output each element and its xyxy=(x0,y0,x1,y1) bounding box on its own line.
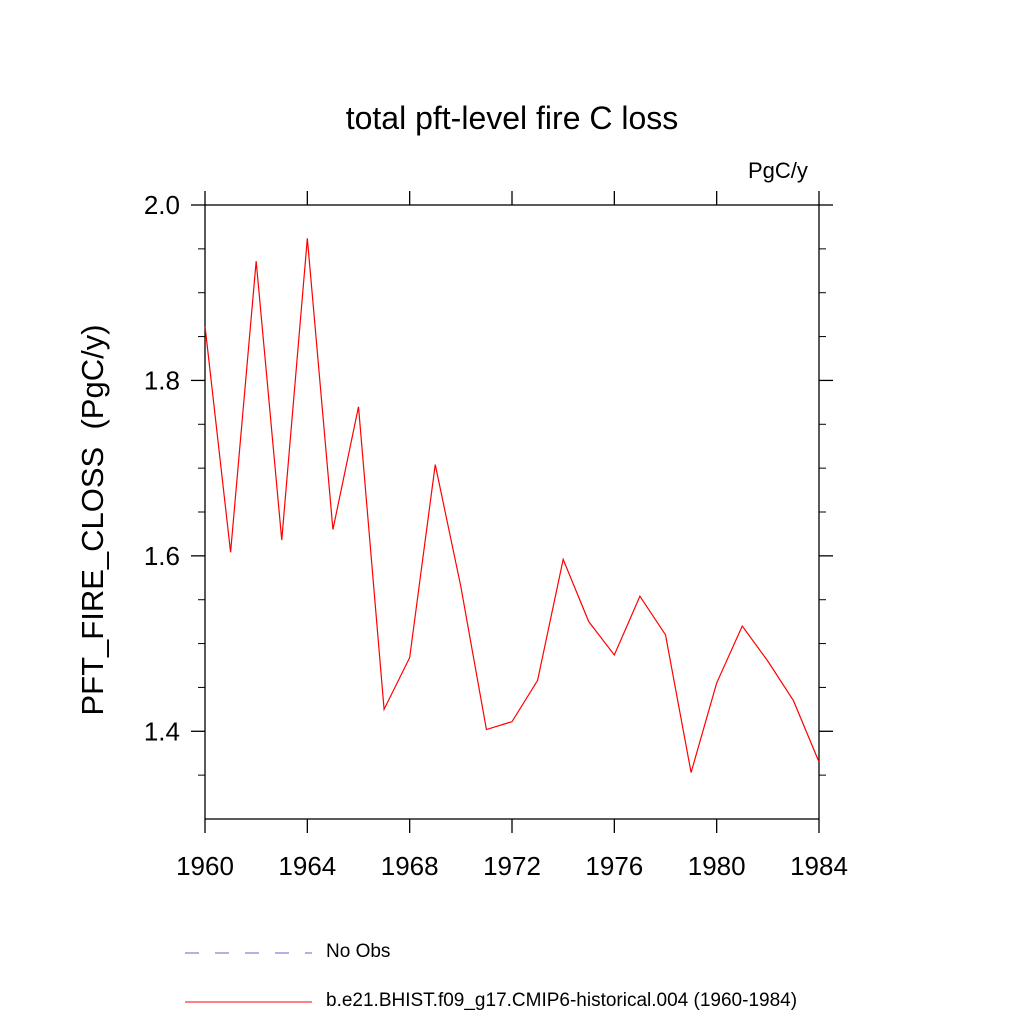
x-tick-label: 1984 xyxy=(790,851,848,881)
x-tick-label: 1960 xyxy=(176,851,234,881)
axis-tick-labels: 1960 1964 1968 1972 1976 1980 1984 1.4 1.6 1.8 2.0 xyxy=(144,190,848,881)
x-tick-label: 1972 xyxy=(483,851,541,881)
y-axis-label: PFT_FIRE_CLOSS (PgC/y) xyxy=(75,324,110,716)
units-label: PgC/y xyxy=(748,158,808,183)
series-line xyxy=(204,238,820,773)
x-tick-label: 1968 xyxy=(381,851,439,881)
chart-title: total pft-level fire C loss xyxy=(345,100,679,136)
series-group xyxy=(204,238,820,773)
x-tick-label: 1976 xyxy=(585,851,643,881)
y-tick-label: 1.4 xyxy=(144,716,180,746)
y-tick-label: 1.8 xyxy=(144,365,180,395)
legend-label-model: b.e21.BHIST.f09_g17.CMIP6-historical.004… xyxy=(326,990,798,1011)
plot-frame xyxy=(204,204,820,820)
axis-ticks xyxy=(191,191,833,833)
x-tick-label: 1964 xyxy=(278,851,336,881)
y-tick-label: 2.0 xyxy=(144,190,180,220)
legend-label-no-obs: No Obs xyxy=(326,941,391,962)
y-tick-label: 1.6 xyxy=(144,541,180,571)
x-tick-label: 1980 xyxy=(688,851,746,881)
